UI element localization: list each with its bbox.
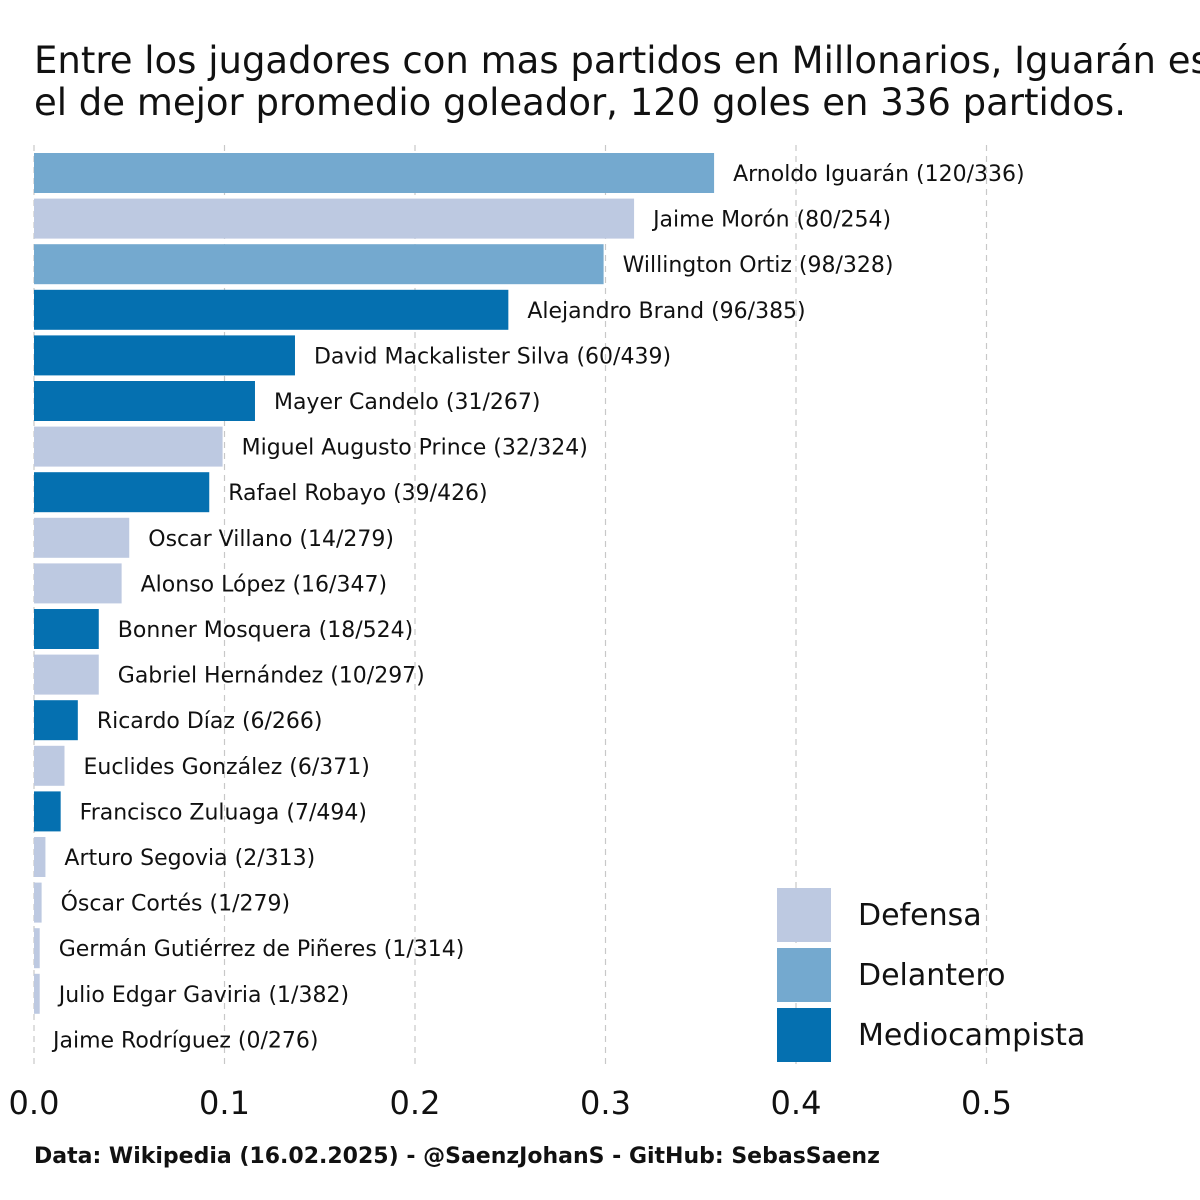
bar <box>34 381 255 421</box>
x-tick-label: 0.3 <box>580 1084 631 1122</box>
bar <box>34 837 46 877</box>
bar-label: Jaime Morón (80/254) <box>651 208 891 233</box>
bar-label: Arturo Segovia (2/313) <box>64 846 315 871</box>
bar <box>34 517 130 558</box>
bar-labels: Arnoldo Iguarán (120/336) Jaime Morón (80… <box>51 162 1025 1053</box>
bar <box>34 563 122 604</box>
legend-label: Defensa <box>858 898 982 933</box>
bars <box>34 153 715 1014</box>
bar <box>34 609 99 649</box>
bar-label: Miguel Augusto Prince (32/324) <box>242 436 588 461</box>
chart-title-line-2: el de mejor promedio goleador, 120 goles… <box>34 81 1126 124</box>
legend: Defensa Delantero Mediocampista <box>777 888 1085 1062</box>
x-tick-label: 0.2 <box>390 1084 441 1122</box>
x-tick-label: 0.1 <box>199 1084 250 1122</box>
bar <box>34 426 223 467</box>
x-tick-label: 0.4 <box>771 1084 822 1122</box>
bar-label: Arnoldo Iguarán (120/336) <box>733 162 1025 187</box>
bar-label: Óscar Cortés (1/279) <box>61 891 290 917</box>
bar-label: Euclides González (6/371) <box>83 755 369 780</box>
bar-label: Germán Gutiérrez de Piñeres (1/314) <box>59 937 465 962</box>
bar <box>34 745 65 786</box>
bar <box>34 198 635 239</box>
bar-label: David Mackalister Silva (60/439) <box>314 344 671 369</box>
bar <box>34 928 40 969</box>
bar-label: Mayer Candelo (31/267) <box>274 390 540 415</box>
bar <box>34 654 99 695</box>
bar-label: Bonner Mosquera (18/524) <box>118 618 413 643</box>
chart-title: Entre los jugadores con mas partidos en … <box>34 39 1200 124</box>
bar <box>34 335 295 376</box>
bar <box>34 882 42 923</box>
chart-title-line-1: Entre los jugadores con mas partidos en … <box>34 39 1200 82</box>
bar <box>34 472 210 513</box>
legend-label: Mediocampista <box>858 1018 1085 1053</box>
legend-swatch <box>777 1008 831 1062</box>
bar <box>34 791 61 832</box>
x-axis: 0.0 0.1 0.2 0.3 0.4 0.5 <box>9 1084 1012 1122</box>
bar <box>34 153 715 193</box>
bar <box>34 289 509 330</box>
bar-label: Gabriel Hernández (10/297) <box>118 664 425 689</box>
bar-label: Julio Edgar Gaviria (1/382) <box>57 983 349 1008</box>
bar-label: Alejandro Brand (96/385) <box>527 299 805 324</box>
caption: Data: Wikipedia (16.02.2025) - @SaenzJoh… <box>34 1144 880 1169</box>
bar-label: Jaime Rodríguez (0/276) <box>51 1028 318 1053</box>
bar-label: Rafael Robayo (39/426) <box>228 481 487 506</box>
bar <box>34 244 604 285</box>
bar-label: Oscar Villano (14/279) <box>148 527 394 552</box>
bar <box>34 973 40 1014</box>
legend-swatch <box>777 948 831 1002</box>
bar-label: Willington Ortiz (98/328) <box>623 253 894 278</box>
x-tick-label: 0.0 <box>9 1084 60 1122</box>
legend-label: Delantero <box>858 958 1006 993</box>
bar-label: Ricardo Díaz (6/266) <box>97 709 323 734</box>
legend-swatch <box>777 888 831 942</box>
bar <box>34 700 78 741</box>
bar-label: Francisco Zuluaga (7/494) <box>80 800 367 825</box>
x-tick-label: 0.5 <box>961 1084 1012 1122</box>
bar-label: Alonso López (16/347) <box>141 572 387 597</box>
